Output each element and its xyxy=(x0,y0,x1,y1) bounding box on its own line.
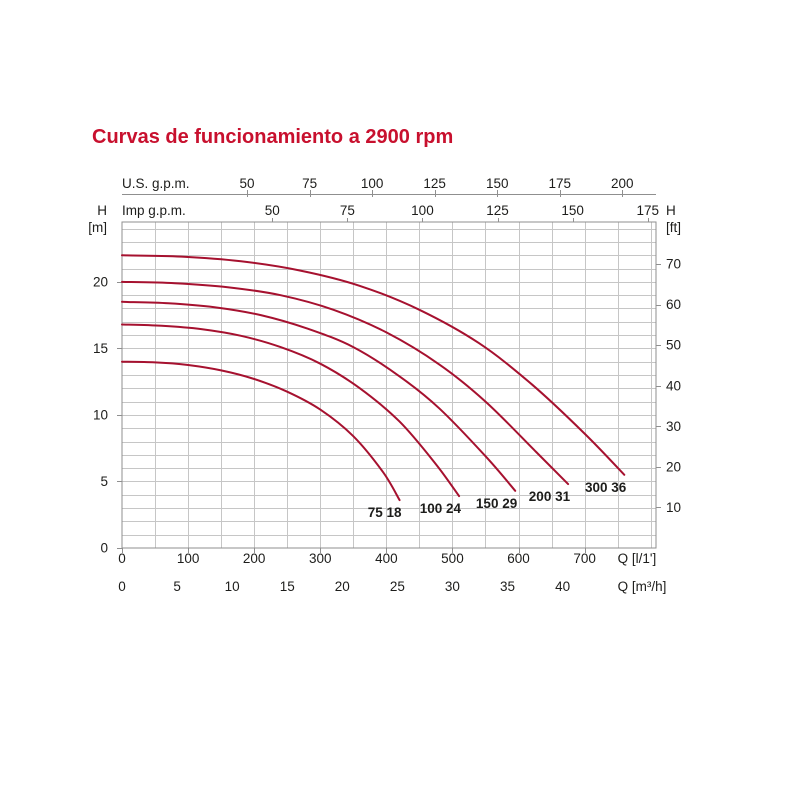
tick-h-m: 20 xyxy=(93,274,108,289)
tick-h-ft: 30 xyxy=(666,419,681,434)
axis-name-imp-gpm: Imp g.p.m. xyxy=(122,203,186,218)
tick-h-ft: 50 xyxy=(666,338,681,353)
tick-h-ft: 20 xyxy=(666,459,681,474)
tick-us-gpm: 200 xyxy=(611,176,634,191)
grid-lines xyxy=(122,222,656,548)
tick-h-m: 0 xyxy=(100,541,108,556)
plot-frame xyxy=(121,194,657,549)
tick-imp-gpm: 50 xyxy=(265,203,280,218)
curve-labels: 75 18 100 24 150 29 200 31 300 36 xyxy=(368,480,627,520)
tick-h-m: 5 xyxy=(100,474,108,489)
curve-300-36 xyxy=(121,254,626,476)
tick-q-lpm: 500 xyxy=(441,551,464,566)
curve-100-24 xyxy=(121,323,461,498)
axis-unit-m: [m] xyxy=(88,220,107,235)
axis-ticks xyxy=(117,190,661,553)
tick-q-m3h: 15 xyxy=(280,579,295,594)
tick-imp-gpm: 75 xyxy=(340,203,355,218)
tick-q-m3h: 5 xyxy=(173,579,181,594)
tick-q-m3h: 10 xyxy=(225,579,240,594)
curve-75-18 xyxy=(121,360,401,502)
chart-title: Curvas de funcionamiento a 2900 rpm xyxy=(92,126,454,148)
axis-name-h-right: H xyxy=(666,203,676,218)
axis-name-q-lpm: Q [l/1'] xyxy=(618,551,657,566)
axis-unit-ft: [ft] xyxy=(666,220,681,235)
tick-us-gpm: 150 xyxy=(486,176,509,191)
tick-imp-gpm: 150 xyxy=(561,203,584,218)
tick-q-m3h: 0 xyxy=(118,579,126,594)
tick-h-ft: 70 xyxy=(666,257,681,272)
tick-q-lpm: 600 xyxy=(507,551,530,566)
pump-curves xyxy=(121,254,626,502)
tick-h-ft: 60 xyxy=(666,297,681,312)
tick-q-lpm: 300 xyxy=(309,551,332,566)
curve-label-300-36: 300 36 xyxy=(585,480,627,495)
curve-label-75-18: 75 18 xyxy=(368,505,402,520)
curve-label-200-31: 200 31 xyxy=(529,489,571,504)
axis-name-q-m3h: Q [m³/h] xyxy=(618,579,667,594)
tick-us-gpm: 75 xyxy=(302,176,317,191)
tick-us-gpm: 175 xyxy=(548,176,571,191)
tick-q-lpm: 400 xyxy=(375,551,398,566)
tick-q-lpm: 100 xyxy=(177,551,200,566)
tick-q-m3h: 35 xyxy=(500,579,515,594)
tick-q-lpm: 0 xyxy=(118,551,126,566)
axis-name-h-left: H xyxy=(97,203,107,218)
tick-imp-gpm: 100 xyxy=(411,203,434,218)
curve-150-29 xyxy=(121,300,517,492)
tick-h-m: 10 xyxy=(93,407,108,422)
tick-q-m3h: 30 xyxy=(445,579,460,594)
tick-q-lpm: 700 xyxy=(573,551,596,566)
tick-q-m3h: 20 xyxy=(335,579,350,594)
curve-label-100-24: 100 24 xyxy=(420,501,462,516)
tick-us-gpm: 50 xyxy=(240,176,255,191)
tick-us-gpm: 100 xyxy=(361,176,384,191)
tick-h-m: 15 xyxy=(93,341,108,356)
tick-h-ft: 40 xyxy=(666,378,681,393)
tick-q-m3h: 40 xyxy=(555,579,570,594)
tick-q-m3h: 25 xyxy=(390,579,405,594)
curve-label-150-29: 150 29 xyxy=(476,496,517,511)
tick-h-ft: 10 xyxy=(666,500,681,515)
tick-q-lpm: 200 xyxy=(243,551,266,566)
tick-us-gpm: 125 xyxy=(423,176,446,191)
axis-name-us-gpm: U.S. g.p.m. xyxy=(122,176,190,191)
tick-imp-gpm: 175 xyxy=(637,203,660,218)
curve-200-31 xyxy=(121,280,570,486)
tick-imp-gpm: 125 xyxy=(486,203,509,218)
